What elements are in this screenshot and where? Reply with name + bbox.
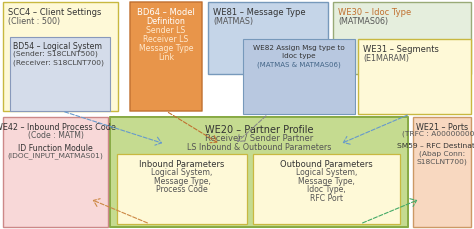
FancyBboxPatch shape <box>253 154 400 224</box>
Text: WE81 – Message Type: WE81 – Message Type <box>213 8 306 17</box>
FancyBboxPatch shape <box>117 154 247 224</box>
FancyBboxPatch shape <box>208 3 328 75</box>
FancyBboxPatch shape <box>333 3 471 75</box>
FancyBboxPatch shape <box>10 38 110 112</box>
Text: (MATMAS & MATMAS06): (MATMAS & MATMAS06) <box>257 61 341 67</box>
Text: Message Type,: Message Type, <box>154 176 210 185</box>
Text: (Sender: S18CLNT500): (Sender: S18CLNT500) <box>13 50 98 57</box>
Text: (MATMAS06): (MATMAS06) <box>338 17 388 26</box>
Text: WE20 – Partner Profile: WE20 – Partner Profile <box>205 124 313 134</box>
FancyBboxPatch shape <box>243 40 355 114</box>
Text: SM59 – RFC Destination: SM59 – RFC Destination <box>397 142 474 148</box>
Text: RFC Port: RFC Port <box>310 193 343 202</box>
FancyBboxPatch shape <box>3 117 108 227</box>
Text: LS Inbound & Outbound Parameters: LS Inbound & Outbound Parameters <box>187 142 331 151</box>
Text: Inbound Parameters: Inbound Parameters <box>139 159 225 168</box>
Text: Message Type: Message Type <box>139 44 193 53</box>
FancyBboxPatch shape <box>3 3 118 112</box>
Text: (Client : 500): (Client : 500) <box>8 17 60 26</box>
Text: WE21 – Ports: WE21 – Ports <box>416 123 468 131</box>
Text: (Code : MATM): (Code : MATM) <box>27 131 83 140</box>
Text: Idoc type: Idoc type <box>282 53 316 59</box>
Text: SCC4 – Client Settings: SCC4 – Client Settings <box>8 8 101 17</box>
Text: (E1MARAM): (E1MARAM) <box>363 54 409 63</box>
Text: BD54 – Logical System: BD54 – Logical System <box>13 42 102 51</box>
Text: BD64 – Model: BD64 – Model <box>137 8 195 17</box>
Text: Definition: Definition <box>146 17 185 26</box>
Text: WE82 Assign Msg type to: WE82 Assign Msg type to <box>253 45 345 51</box>
Text: Receiver / Sender Partner: Receiver / Sender Partner <box>205 134 313 142</box>
Text: WE31 – Segments: WE31 – Segments <box>363 45 439 54</box>
Text: WE30 – Idoc Type: WE30 – Idoc Type <box>338 8 411 17</box>
Text: Message Type,: Message Type, <box>298 176 355 185</box>
Text: Process Code: Process Code <box>156 185 208 194</box>
Text: S18CLNT700): S18CLNT700) <box>417 158 467 165</box>
Text: Logical System,: Logical System, <box>296 168 357 177</box>
Text: (MATMAS): (MATMAS) <box>213 17 253 26</box>
Text: (TRFC : A000000001): (TRFC : A000000001) <box>402 131 474 137</box>
Text: Idoc Type,: Idoc Type, <box>307 185 346 194</box>
Text: Sender LS: Sender LS <box>146 26 186 35</box>
Text: ID Function Module: ID Function Module <box>18 144 93 153</box>
FancyBboxPatch shape <box>413 117 471 227</box>
Text: (IDOC_INPUT_MATMAS01): (IDOC_INPUT_MATMAS01) <box>8 152 103 159</box>
FancyBboxPatch shape <box>130 3 202 112</box>
FancyBboxPatch shape <box>358 40 471 114</box>
Text: Logical System,: Logical System, <box>151 168 213 177</box>
Text: (Abap Conn:: (Abap Conn: <box>419 150 465 157</box>
Text: WE42 – Inbound Process Code: WE42 – Inbound Process Code <box>0 123 116 131</box>
Text: (Receiver: S18CLNT700): (Receiver: S18CLNT700) <box>13 59 104 65</box>
FancyBboxPatch shape <box>110 117 408 227</box>
Text: Outbound Parameters: Outbound Parameters <box>280 159 373 168</box>
Text: Receiver LS: Receiver LS <box>143 35 189 44</box>
Text: Link: Link <box>158 53 174 62</box>
